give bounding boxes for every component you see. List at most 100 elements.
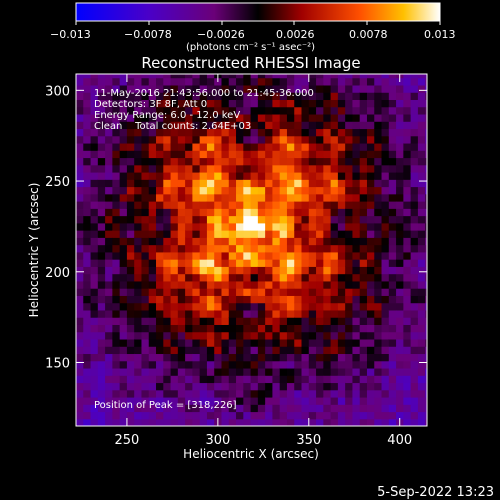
heatmap-cell	[243, 208, 252, 217]
heatmap-cell	[308, 230, 317, 238]
heatmap-cell	[250, 74, 259, 79]
heatmap-cell	[294, 295, 303, 304]
heatmap-cell	[265, 353, 274, 362]
heatmap-cell	[192, 259, 201, 267]
heatmap-cell	[301, 237, 310, 246]
heatmap-cell	[185, 222, 193, 231]
heatmap-cell	[236, 113, 244, 122]
heatmap-cell	[192, 338, 201, 347]
heatmap-cell	[76, 273, 84, 282]
heatmap-cell	[156, 157, 164, 166]
heatmap-cell	[156, 331, 164, 340]
heatmap-cell	[257, 84, 266, 93]
heatmap-cell	[236, 171, 244, 180]
heatmap-cell	[250, 244, 259, 253]
heatmap-cell	[76, 164, 84, 173]
heatmap-cell	[294, 331, 303, 340]
heatmap-cell	[199, 121, 208, 130]
heatmap-cell	[148, 367, 157, 376]
heatmap-cell	[177, 411, 186, 420]
heatmap-cell	[286, 99, 295, 108]
heatmap-cell	[148, 74, 157, 79]
heatmap-cell	[119, 317, 128, 325]
heatmap-cell	[359, 360, 368, 369]
heatmap-cell	[170, 382, 179, 391]
heatmap-cell	[126, 353, 135, 362]
heatmap-cell	[301, 121, 310, 130]
heatmap-cell	[294, 237, 303, 246]
heatmap-cell	[206, 121, 215, 130]
heatmap-cell	[105, 128, 113, 137]
heatmap-cell	[243, 74, 252, 79]
heatmap-cell	[83, 128, 92, 137]
heatmap-cell	[141, 309, 150, 318]
heatmap-cell	[301, 280, 310, 289]
heatmap-cell	[156, 244, 164, 253]
heatmap-cell	[374, 99, 383, 108]
heatmap-cell	[221, 171, 230, 180]
heatmap-cell	[272, 106, 281, 115]
heatmap-cell	[265, 164, 274, 173]
heatmap-cell	[163, 77, 172, 86]
heatmap-cell	[410, 288, 419, 296]
heatmap-cell	[308, 77, 317, 86]
heatmap-cell	[381, 92, 390, 100]
heatmap-cell	[301, 215, 310, 224]
heatmap-cell	[381, 273, 390, 282]
heatmap-cell	[345, 244, 354, 253]
heatmap-cell	[316, 74, 324, 79]
heatmap-cell	[236, 360, 244, 369]
heatmap-cell	[221, 230, 230, 238]
heatmap-cell	[192, 418, 201, 426]
heatmap-cell	[286, 382, 295, 391]
heatmap-cell	[141, 106, 150, 115]
heatmap-cell	[90, 237, 99, 246]
heatmap-cell	[185, 179, 193, 188]
heatmap-cell	[272, 273, 281, 282]
heatmap-cell	[236, 77, 244, 86]
heatmap-cell	[97, 171, 106, 180]
heatmap-cell	[301, 230, 310, 238]
heatmap-cell	[316, 128, 324, 137]
heatmap-cell	[272, 150, 281, 159]
heatmap-cell	[323, 302, 332, 311]
heatmap-cell	[345, 375, 354, 384]
heatmap-cell	[250, 222, 259, 231]
heatmap-cell	[279, 237, 288, 246]
heatmap-cell	[112, 266, 121, 275]
heatmap-cell	[76, 150, 84, 159]
heatmap-cell	[388, 135, 397, 144]
heatmap-cell	[425, 215, 427, 224]
heatmap-cell	[177, 404, 186, 413]
heatmap-cell	[294, 367, 303, 376]
heatmap-cell	[352, 324, 361, 333]
heatmap-cell	[337, 302, 346, 311]
heatmap-cell	[90, 266, 99, 275]
heatmap-cell	[199, 360, 208, 369]
heatmap-cell	[417, 186, 426, 195]
heatmap-cell	[323, 382, 332, 391]
heatmap-cell	[374, 251, 383, 260]
heatmap-cell	[76, 215, 84, 224]
heatmap-cell	[301, 135, 310, 144]
heatmap-cell	[148, 113, 157, 122]
heatmap-cell	[148, 157, 157, 166]
heatmap-cell	[374, 338, 383, 347]
heatmap-cell	[134, 418, 143, 426]
heatmap-cell	[156, 186, 164, 195]
heatmap-cell	[403, 135, 412, 144]
heatmap-cell	[243, 418, 252, 426]
heatmap-cell	[396, 244, 404, 253]
heatmap-cell	[425, 317, 427, 325]
heatmap-cell	[112, 338, 121, 347]
heatmap-cell	[206, 142, 215, 151]
heatmap-cell	[294, 121, 303, 130]
heatmap-cell	[236, 157, 244, 166]
heatmap-cell	[206, 317, 215, 325]
heatmap-cell	[286, 193, 295, 202]
heatmap-cell	[323, 375, 332, 384]
heatmap-cell	[185, 142, 193, 151]
heatmap-cell	[243, 353, 252, 362]
heatmap-cell	[228, 360, 237, 369]
